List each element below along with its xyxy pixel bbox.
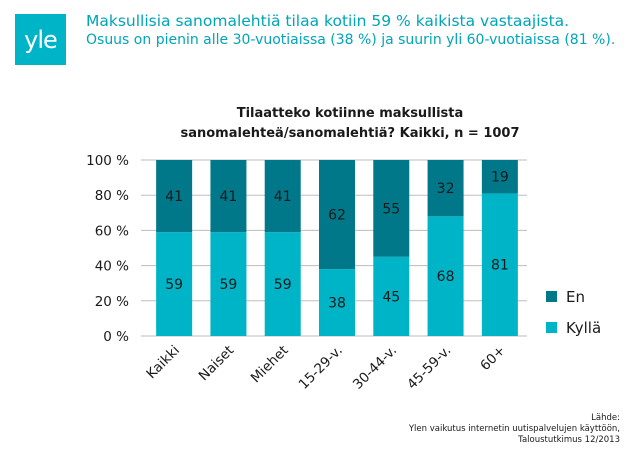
bar-kylla — [319, 269, 355, 336]
bar-kylla — [427, 216, 464, 336]
data-label-en: 41 — [165, 189, 183, 205]
y-tick-label: 80 % — [95, 188, 129, 204]
y-tick-label: 60 % — [95, 223, 129, 239]
legend-swatch — [546, 322, 557, 333]
x-tick-label: Kaikki — [143, 343, 183, 383]
bar-kylla — [156, 232, 193, 336]
data-label-kylla: 81 — [491, 258, 509, 274]
bar-en — [481, 160, 518, 194]
data-label-en: 19 — [491, 170, 509, 186]
data-label-en: 41 — [274, 189, 292, 205]
bar-kylla — [373, 256, 410, 336]
x-tick-label: 60+ — [477, 343, 508, 374]
data-label-en: 55 — [382, 201, 400, 217]
bar-en — [373, 160, 410, 257]
bar-en — [156, 160, 193, 233]
y-tick-label: 0 % — [103, 329, 129, 345]
legend-label: En — [566, 288, 585, 306]
headline-line-1: Maksullisia sanomalehtiä tilaa kotiin 59… — [86, 12, 570, 30]
data-label-en: 62 — [328, 208, 346, 224]
bar-kylla — [481, 193, 518, 336]
source-note: Lähde: Ylen vaikutus internetin uutispal… — [409, 413, 620, 446]
data-label-kylla: 59 — [220, 277, 238, 293]
bar-kylla — [264, 232, 301, 336]
chart-title-line-2: sanomalehteä/sanomalehtiä? Kaikki, n = 1… — [180, 126, 520, 141]
data-label-en: 41 — [220, 189, 238, 205]
bar-en — [210, 160, 247, 233]
bar-en — [427, 160, 464, 217]
data-label-kylla: 59 — [165, 277, 183, 293]
data-label-kylla: 59 — [274, 277, 292, 293]
x-tick-label: Miehet — [248, 343, 292, 387]
chart-title-line-1: Tilaatteko kotiinne maksullista — [236, 106, 464, 121]
yle-logo: yle — [15, 14, 66, 65]
source-label: Lähde: — [591, 413, 620, 423]
y-tick-label: 100 % — [86, 153, 129, 169]
bar-en — [319, 160, 355, 270]
x-tick-label: 15-29-v. — [296, 343, 346, 393]
data-label-kylla: 68 — [437, 269, 455, 285]
source-line-2: Taloustutkimus 12/2013 — [518, 435, 620, 445]
data-label-kylla: 38 — [328, 296, 346, 312]
y-tick-label: 20 % — [95, 294, 129, 310]
data-label-en: 32 — [437, 181, 455, 197]
chart-title: Tilaatteko kotiinne maksullista sanomale… — [150, 104, 550, 144]
headline: Maksullisia sanomalehtiä tilaa kotiin 59… — [86, 12, 621, 50]
bar-kylla — [210, 232, 247, 336]
x-tick-label: 30-44-v. — [350, 343, 400, 393]
legend-label: Kyllä — [566, 319, 601, 337]
x-tick-label: 45-59-v. — [404, 343, 454, 393]
bar-en — [264, 160, 301, 233]
headline-line-2: Osuus on pienin alle 30-vuotiaissa (38 %… — [86, 32, 616, 48]
source-line-1: Ylen vaikutus internetin uutispalvelujen… — [408, 424, 620, 434]
x-tick-label: Naiset — [196, 343, 238, 385]
y-tick-label: 40 % — [95, 259, 129, 275]
data-label-kylla: 45 — [382, 289, 400, 305]
legend-swatch — [546, 291, 557, 302]
